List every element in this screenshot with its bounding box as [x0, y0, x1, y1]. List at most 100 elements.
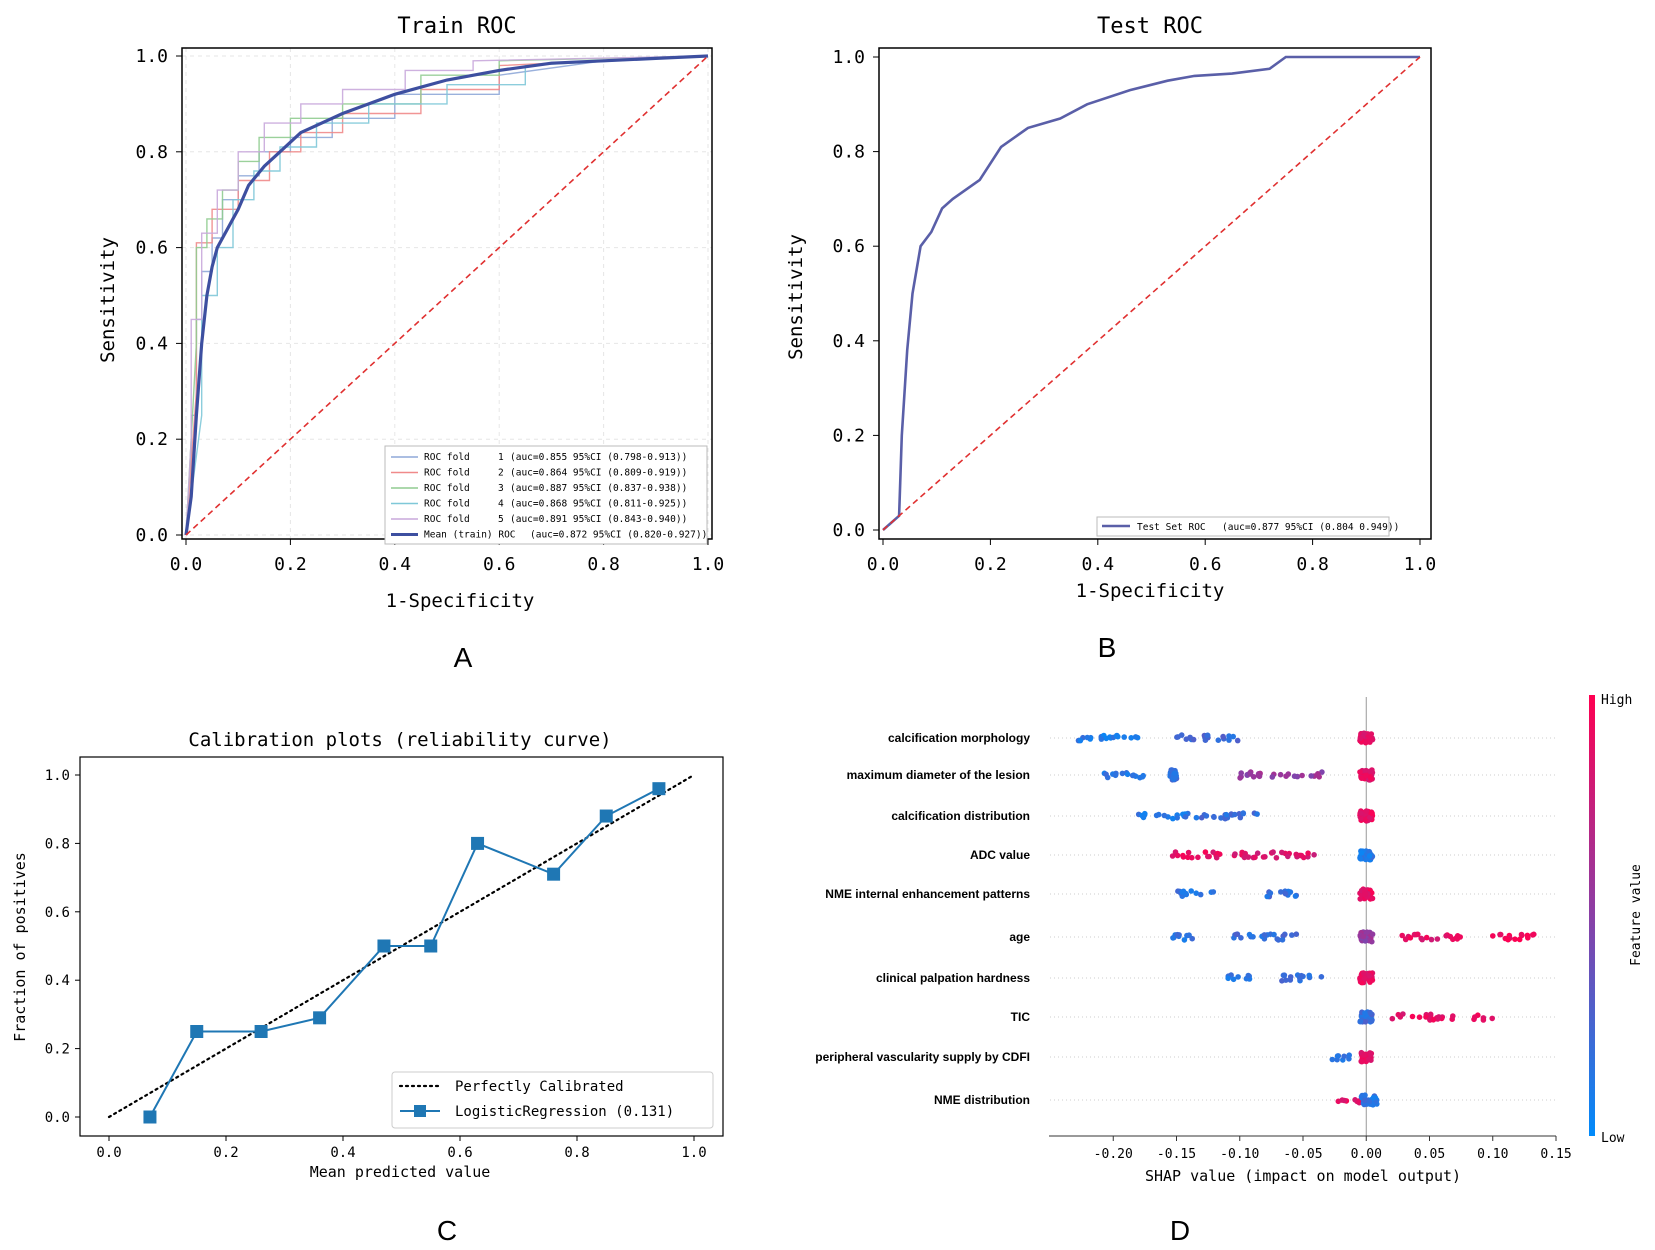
panel-a-xtick-label: 1.0	[692, 554, 725, 575]
panel-d-shap-point	[1279, 849, 1285, 856]
panel-a-xtick-label: 0.8	[587, 554, 620, 575]
panel-a-legend-fold: 4	[498, 499, 504, 510]
panel-c-xtick-label: 1.0	[681, 1145, 706, 1161]
panel-d-shap-point	[1315, 771, 1321, 777]
panel-b-legend-entries: Test Set ROC (auc=0.877 95%CI (0.804 0.94…	[1102, 522, 1399, 533]
panel-d-shap-point	[1457, 934, 1463, 940]
panel-d-shap-point	[1237, 775, 1243, 781]
panel-d-shap-point	[1218, 815, 1224, 821]
panel-d-shap-point	[1299, 772, 1305, 779]
panel-d-shap-point	[1361, 1052, 1367, 1058]
panel-c-series	[107, 773, 696, 1124]
panel-d-xtick-label: 0.05	[1414, 1147, 1445, 1162]
panel-d-shap-point	[1289, 932, 1295, 938]
panel-a-ytick-label: 0.4	[135, 333, 168, 354]
panel-a-legend-name: ROC fold	[424, 452, 470, 463]
panel-d-shap-point	[1318, 974, 1325, 980]
panel-d-shap-point	[1195, 854, 1201, 861]
panel-c-lr-marker	[652, 782, 666, 796]
panel-d-shap-point	[1254, 811, 1260, 817]
panel-a-series	[184, 54, 709, 536]
panel-b-ticks: 0.00.0 0.2 0.2 0.4 0.4 0.6 0.6 0.8 0.8 1.0 1.0	[832, 47, 1436, 575]
panel-a-mean-roc-line	[184, 54, 709, 536]
panel-d-shap-point	[1169, 853, 1176, 859]
panel-a: Train ROC 0.00.0 0.2 0.2 0.4 0.4 0.6 0.6 0.8 0.8…	[97, 14, 724, 673]
panel-c-lr-marker	[254, 1025, 268, 1038]
panel-d-shap-point	[1098, 736, 1105, 742]
panel-d-shap-point	[1489, 1015, 1495, 1022]
panel-d-shap-point	[1362, 817, 1369, 824]
panel-d-shap-point	[1298, 852, 1305, 859]
panel-d-shap-point	[1362, 1019, 1369, 1025]
panel-a-legend-fold: 5	[498, 514, 504, 525]
panel-a-xtick-label: 0.4	[379, 554, 412, 575]
panel-d-shap-point	[1128, 735, 1134, 741]
panel-d-feature-label: calcification distribution	[891, 809, 1030, 823]
panel-d-shap-point	[1103, 771, 1109, 778]
panel-c-legend-perfect: Perfectly Calibrated	[455, 1079, 624, 1095]
panel-a-legend-auc: (auc=0.868 95%CI (0.811-0.925))	[510, 499, 687, 510]
panel-d-shap-point	[1223, 811, 1230, 818]
panel-d-shap-point	[1235, 974, 1241, 980]
panel-d-shap-point	[1234, 737, 1241, 744]
panel-b-chance-line	[882, 56, 1421, 531]
panel-d-shap-point	[1140, 772, 1146, 779]
panel-d-shap-point	[1226, 733, 1232, 739]
colorbar-high-label: High	[1601, 693, 1632, 708]
panel-d-shap-point	[1308, 773, 1314, 779]
panel-d-shap-point	[1434, 936, 1441, 942]
panel-a-legend-auc: (auc=0.872 95%CI (0.820-0.927))	[530, 530, 707, 541]
panel-label-a: A	[454, 642, 473, 673]
panel-d-xtick-label: 0.00	[1351, 1147, 1382, 1162]
panel-a-xlabel: 1-Specificity	[386, 590, 535, 612]
panel-a-ytick-label: 0.8	[135, 142, 168, 163]
panel-d-shap-point	[1274, 936, 1280, 942]
panel-d-shap-point	[1140, 814, 1147, 821]
panel-d-feature-label: clinical palpation hardness	[876, 971, 1030, 985]
panel-d-shap-point	[1362, 891, 1369, 897]
panel-b: Test ROC 0.00.0 0.2 0.2 0.4 0.4 0.6 0.6 0.8 0.8 1…	[785, 14, 1436, 663]
panel-d-shap-point	[1130, 772, 1137, 778]
panel-d-shap-point	[1238, 935, 1244, 941]
panel-a-legend-auc: (auc=0.864 95%CI (0.809-0.919))	[510, 468, 687, 479]
panel-d-xtick-label: -0.15	[1157, 1147, 1196, 1162]
panel-d-xtick-label: 0.15	[1540, 1147, 1571, 1162]
panel-b-ylabel: Sensitivity	[785, 234, 807, 360]
panel-c-xtick-label: 0.4	[330, 1145, 355, 1161]
panel-c-lr-marker	[377, 939, 391, 953]
panel-b-ytick-label: 0.8	[832, 142, 865, 163]
panel-b-ytick-label: 0.6	[832, 236, 865, 257]
panel-d-shap-point	[1399, 932, 1405, 939]
panel-d-shap-point	[1358, 810, 1364, 816]
panel-b-ytick-label: 1.0	[832, 47, 865, 68]
panel-d-shap-point	[1240, 810, 1247, 817]
panel-d-shap-point	[1369, 931, 1376, 937]
panel-b-ytick-label: 0.4	[832, 331, 865, 352]
panel-c-ytick-label: 0.2	[45, 1042, 70, 1058]
panel-d-feature-label: age	[1009, 930, 1030, 944]
panel-d-shap-point	[1174, 734, 1180, 740]
panel-c-ytick-label: 0.0	[45, 1110, 70, 1126]
panel-b-xtick-label: 0.6	[1189, 554, 1222, 575]
panel-d-shap-point	[1447, 933, 1454, 940]
panel-d-shap-point	[1358, 775, 1365, 781]
panel-d-shap-point	[1434, 1016, 1441, 1022]
panel-d-shap-point	[1202, 737, 1209, 743]
panel-a-roc-fold-4-line	[185, 55, 709, 536]
panel-d-shap-point	[1202, 849, 1209, 855]
panel-a-title: Train ROC	[397, 14, 516, 39]
panel-b-title: Test ROC	[1097, 14, 1203, 39]
panel-d-shap-point	[1369, 895, 1376, 902]
panel-b-test-roc-line	[882, 55, 1420, 531]
panel-c-lr-marker	[143, 1110, 157, 1124]
panel-c-frame	[79, 756, 724, 1137]
panel-d-shap-point	[1278, 889, 1284, 895]
panel-d-shap-point	[1306, 972, 1312, 979]
panel-a-roc-fold-5-line	[185, 55, 709, 536]
panel-d-shap-point	[1419, 936, 1425, 943]
panel-d-shap-point	[1362, 1097, 1368, 1104]
panel-d-feature-rows: calcification morphology maximum diameter…	[815, 697, 1556, 1136]
panel-a-xtick-label: 0.2	[274, 554, 307, 575]
panel-d-shap-point	[1172, 770, 1178, 776]
panel-b-xtick-label: 0.2	[974, 554, 1007, 575]
